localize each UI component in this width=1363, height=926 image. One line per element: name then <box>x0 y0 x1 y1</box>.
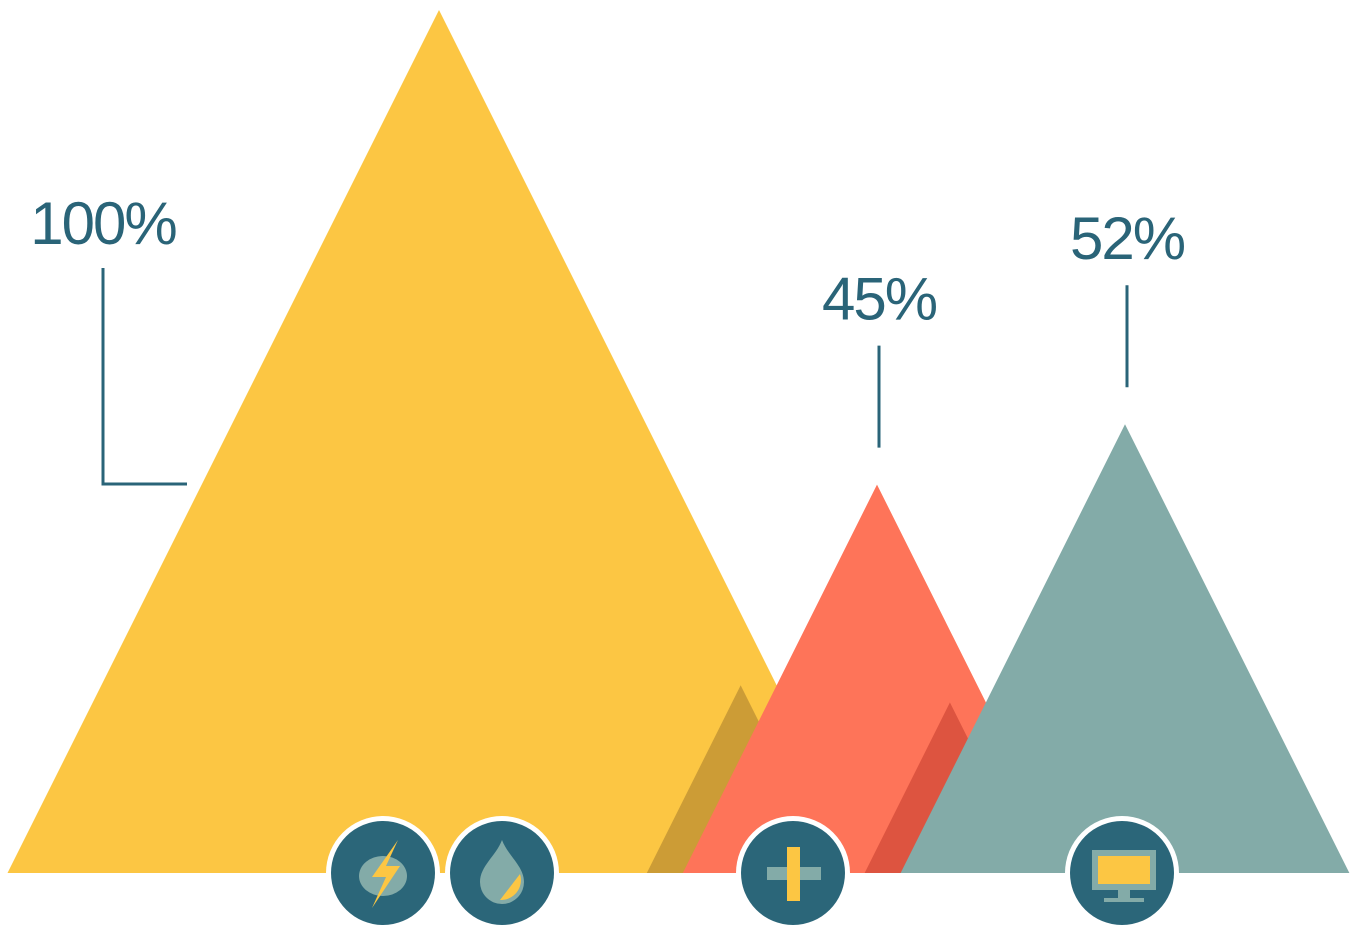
value-label: 100% <box>30 190 176 257</box>
triangle <box>7 10 871 873</box>
marks <box>7 10 1350 873</box>
triangle <box>900 424 1350 873</box>
tech-icon <box>1065 816 1179 926</box>
icons <box>326 816 1179 926</box>
water-icon <box>445 816 559 926</box>
leader-line <box>101 268 187 486</box>
health-icon <box>736 816 850 926</box>
value-label: 52% <box>1070 205 1185 272</box>
energy-icon <box>326 816 440 926</box>
value-label: 45% <box>822 265 937 332</box>
